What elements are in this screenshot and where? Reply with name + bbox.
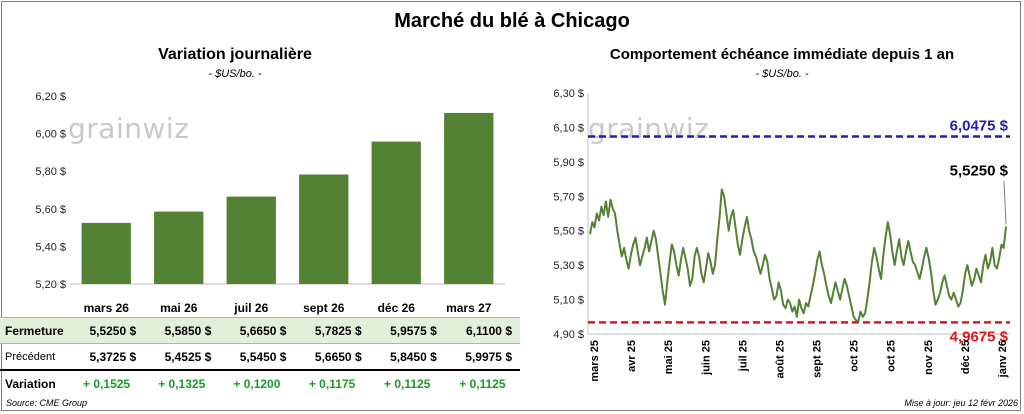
previous-cell: 5,8450 $	[390, 349, 437, 364]
change-row-label: Variation	[0, 369, 69, 396]
x-tick-label: juil 25	[737, 340, 749, 372]
y-tick-label: 4,90 $	[553, 329, 584, 341]
y-tick-label: 6,10 $	[553, 122, 584, 134]
x-tick-label: déc 26	[378, 301, 416, 315]
x-tick-label: sept 26	[303, 301, 345, 315]
x-tick-label: mai 26	[160, 301, 198, 315]
x-tick-label: mars 27	[446, 301, 492, 315]
x-tick-label: sept 25	[812, 340, 824, 378]
low-label: 4,9675 $	[950, 328, 1009, 345]
left-watermark: grainwiz	[68, 112, 190, 145]
close-cell: 5,5250 $	[69, 317, 145, 344]
table-row-change: Variation + 0,1525 + 0,1325 + 0,1200 + 0…	[0, 369, 520, 396]
x-tick-label: mars 25	[589, 340, 601, 382]
right-chart-title: Comportement échéance immédiate depuis 1…	[609, 46, 955, 63]
y-tick-label: 6,20 $	[35, 91, 66, 103]
bar-chart: 5,20 $ 5,40 $ 5,60 $ 5,80 $ 6,00 $ 6,20 $ mars…	[35, 91, 505, 315]
x-tick-label: juil 26	[233, 301, 268, 315]
y-tick-label: 5,60 $	[35, 204, 66, 216]
previous-cell: 5,9975 $	[465, 349, 512, 364]
y-tick-label: 6,00 $	[35, 129, 66, 141]
change-cell: + 0,1525	[69, 369, 145, 396]
y-tick-label: 5,30 $	[553, 260, 584, 272]
x-tick-label: août 25	[774, 340, 786, 379]
price-line	[589, 188, 1007, 323]
change-cell: + 0,1325	[144, 369, 220, 396]
close-cell: 5,5850 $	[144, 317, 220, 344]
table-row-close: Fermeture 5,5250 $ 5,5850 $ 5,6650 $ 5,7…	[0, 317, 520, 344]
last-value-leader	[1003, 180, 1007, 225]
close-cell: 5,9575 $	[369, 317, 445, 344]
bar	[226, 196, 276, 284]
table-row-previous: Précédent 5,3725 $ 5,4525 $ 5,5450 $ 5,6…	[0, 344, 520, 371]
change-cell: + 0,1125	[369, 369, 445, 396]
left-chart-unit: - $US/bo. -	[208, 68, 262, 80]
x-tick-label: mai 25	[663, 340, 675, 374]
change-cell: + 0,1175	[294, 369, 370, 396]
y-tick-label: 5,40 $	[35, 241, 66, 253]
x-tick-label: avr 25	[626, 340, 638, 372]
update-note: Mise à jour: jeu 12 févr 2026	[904, 398, 1018, 408]
x-tick-label: mars 26	[84, 301, 130, 315]
bar	[371, 141, 421, 284]
y-tick-label: 5,80 $	[35, 166, 66, 178]
x-tick-label: oct 25	[849, 340, 861, 372]
close-cell: 6,1100 $	[444, 317, 520, 344]
y-tick-label: 6,30 $	[553, 88, 584, 100]
bar	[154, 211, 204, 284]
previous-row-label: Précédent	[5, 350, 56, 363]
previous-cell: 5,4525 $	[164, 349, 212, 364]
change-cell: + 0,1200	[219, 369, 295, 396]
x-tick-label: nov 25	[923, 340, 935, 375]
left-chart-title: Variation journalière	[158, 46, 312, 63]
close-row-label: Fermeture	[0, 317, 69, 344]
previous-cell: 5,5450 $	[239, 349, 287, 364]
y-tick-label: 5,90 $	[553, 157, 584, 169]
main-title: Marché du blé à Chicago	[394, 10, 630, 32]
bar	[81, 222, 131, 284]
right-chart-unit: - $US/bo. -	[755, 68, 809, 80]
x-tick-label: oct 25	[886, 340, 898, 372]
change-cell: + 0,1125	[444, 369, 520, 396]
x-tick-label: déc 25	[960, 340, 972, 374]
close-cell: 5,6650 $	[219, 317, 295, 344]
line-chart: 4,90 $ 5,10 $ 5,30 $ 5,50 $ 5,70 $ 5,90 $ 6,10…	[553, 88, 1010, 382]
x-tick-label: juin 25	[700, 340, 712, 376]
bar	[299, 174, 349, 284]
previous-cell: 5,3725 $	[89, 349, 137, 364]
prices-table: Fermeture 5,5250 $ 5,5850 $ 5,6650 $ 5,7…	[0, 317, 520, 396]
x-tick-label: janv 26	[997, 340, 1009, 378]
previous-cell: 5,6650 $	[314, 349, 362, 364]
y-tick-label: 5,20 $	[35, 279, 66, 291]
right-watermark: grainwiz	[588, 112, 710, 145]
last-value-label: 5,5250 $	[950, 163, 1009, 180]
high-label: 6,0475 $	[950, 117, 1009, 134]
close-cell: 5,7825 $	[294, 317, 370, 344]
bar	[444, 112, 494, 284]
y-tick-label: 5,10 $	[553, 295, 584, 307]
y-tick-label: 5,50 $	[553, 226, 584, 238]
y-tick-label: 5,70 $	[553, 191, 584, 203]
source-note: Source: CME Group	[6, 398, 88, 408]
